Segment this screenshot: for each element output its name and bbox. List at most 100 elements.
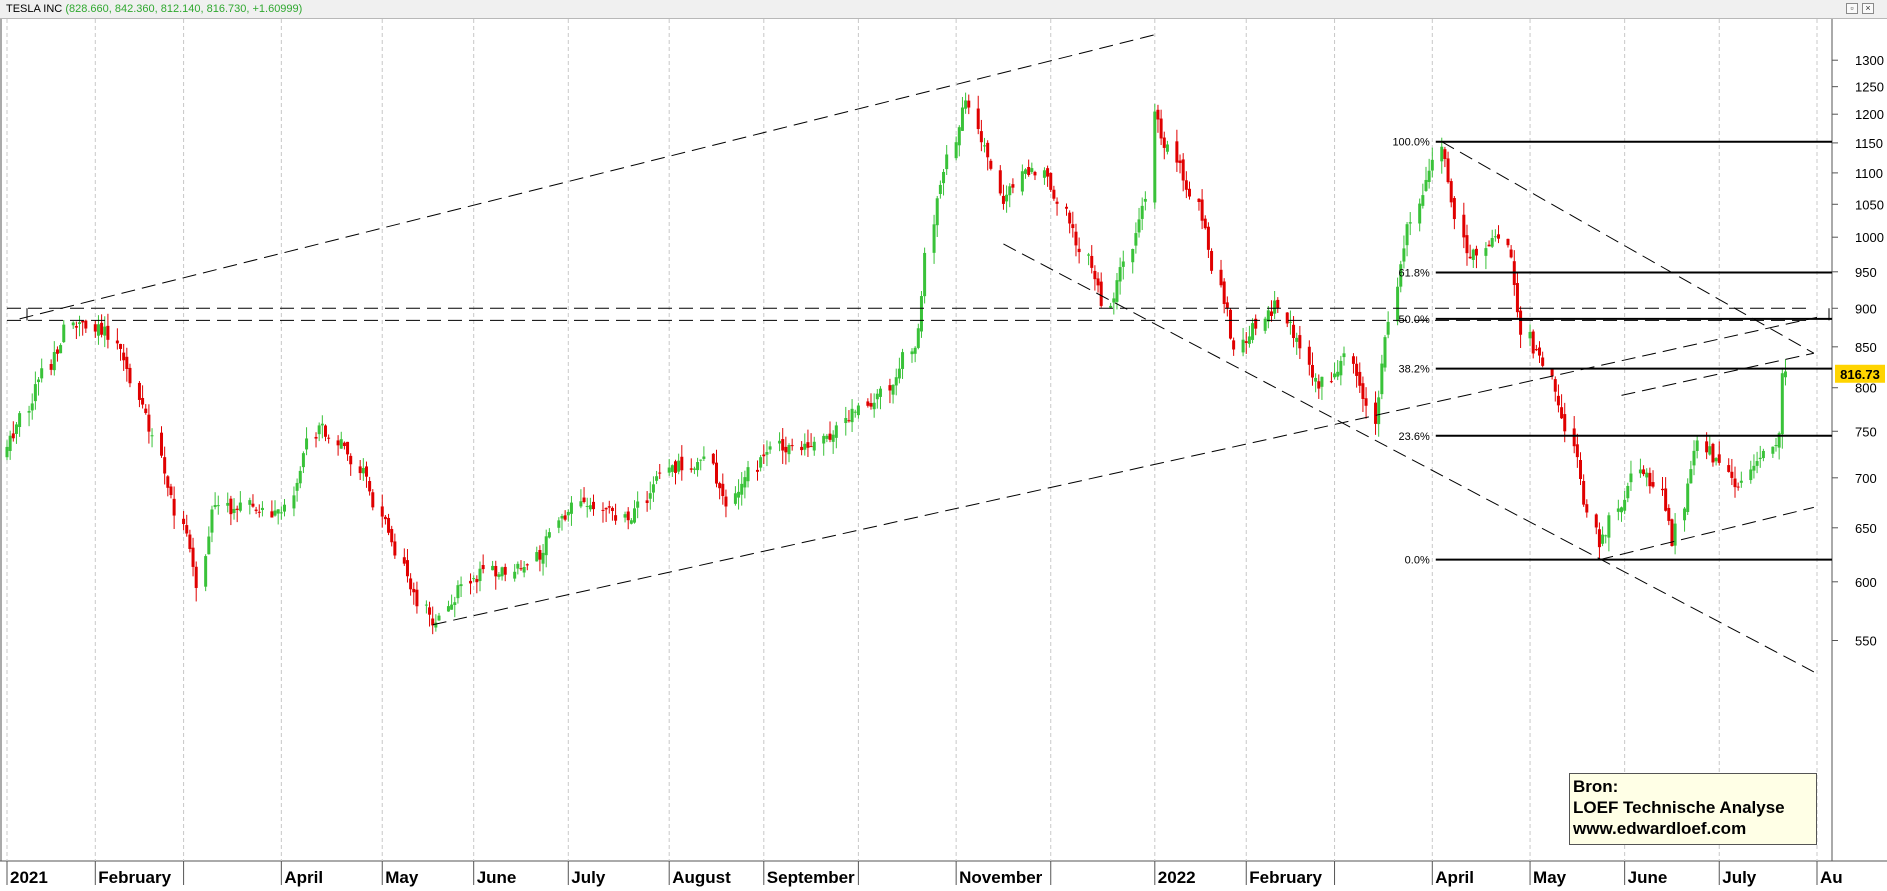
- candle-up: [901, 352, 905, 369]
- candle-up: [803, 443, 807, 450]
- candle-down: [144, 408, 148, 414]
- candle-down: [658, 472, 662, 474]
- y-tick-label: 1100: [1855, 166, 1883, 181]
- x-tick-label: Au: [1820, 868, 1843, 887]
- candle-down: [563, 515, 567, 520]
- candle-up: [872, 402, 876, 410]
- candle-up: [1774, 445, 1778, 447]
- trendline: [19, 34, 1155, 320]
- candle-down: [169, 486, 173, 496]
- x-tick-label: February: [1249, 868, 1322, 887]
- candle-up: [894, 377, 898, 386]
- x-tick-label: July: [1722, 868, 1757, 887]
- candle-down: [49, 364, 53, 370]
- x-tick-label: September: [767, 868, 855, 887]
- candle-up: [1140, 205, 1144, 219]
- candle-up: [670, 465, 674, 472]
- candle-up: [339, 439, 343, 449]
- candle-down: [1197, 198, 1201, 203]
- candle-down: [1538, 347, 1542, 356]
- candle-up: [52, 352, 56, 371]
- plot-background: [0, 19, 1887, 891]
- close-window-button[interactable]: ×: [1862, 3, 1874, 14]
- candle-up: [522, 567, 526, 573]
- candle-up: [238, 502, 242, 511]
- candle-down: [346, 441, 350, 455]
- source-url[interactable]: www.edwardloef.com: [1573, 819, 1747, 838]
- candle-up: [301, 453, 305, 468]
- candle-up: [1761, 450, 1765, 459]
- candle-up: [585, 505, 589, 507]
- candle-down: [235, 508, 239, 510]
- candle-up: [1109, 305, 1113, 308]
- candle-down: [1572, 428, 1576, 447]
- candle-down: [680, 456, 684, 471]
- candle-up: [942, 171, 946, 184]
- candle-down: [1497, 234, 1501, 239]
- candle-up: [282, 504, 286, 512]
- candle-down: [1531, 331, 1535, 354]
- candle-up: [1266, 310, 1270, 322]
- x-tick-label: 2022: [1158, 868, 1196, 887]
- candle-up: [62, 324, 66, 343]
- candle-up: [1626, 485, 1630, 499]
- candle-down: [1733, 478, 1737, 488]
- trendline: [1621, 352, 1814, 396]
- candle-up: [935, 198, 939, 226]
- candle-up: [541, 552, 545, 564]
- candle-down: [147, 414, 151, 432]
- candle-down: [342, 442, 346, 447]
- candle-down: [191, 547, 195, 567]
- candle-down: [1579, 459, 1583, 480]
- candle-up: [733, 493, 737, 504]
- candle-up: [1692, 450, 1696, 466]
- candle-down: [1184, 180, 1188, 190]
- candle-up: [103, 326, 107, 336]
- candle-up: [1396, 286, 1400, 322]
- candle-up: [1087, 254, 1091, 256]
- candle-down: [1001, 195, 1005, 204]
- candle-up: [491, 565, 495, 571]
- candle-up: [1471, 249, 1475, 260]
- candle-down: [1585, 504, 1589, 513]
- x-tick-label: June: [477, 868, 517, 887]
- candle-down: [503, 566, 507, 575]
- candle-up: [1493, 236, 1497, 238]
- candle-down: [626, 511, 630, 521]
- x-tick-label: April: [284, 868, 323, 887]
- candle-down: [115, 340, 119, 344]
- candle-down: [1452, 198, 1456, 220]
- candle-down: [349, 455, 353, 465]
- candle-down: [1509, 249, 1513, 258]
- candle-down: [607, 506, 611, 508]
- candle-down: [1534, 349, 1538, 351]
- candle-down: [1232, 340, 1236, 350]
- x-tick-label: May: [385, 868, 419, 887]
- candle-up: [629, 520, 633, 524]
- candle-down: [128, 367, 132, 384]
- chart-title: TESLA INC (828.660, 842.360, 812.140, 81…: [6, 3, 302, 15]
- candle-down: [1307, 346, 1311, 365]
- candle-up: [1251, 323, 1255, 340]
- candle-down: [1550, 369, 1554, 376]
- candle-up: [273, 510, 277, 516]
- candle-down: [1156, 109, 1160, 120]
- candle-down: [1563, 414, 1567, 432]
- restore-window-button[interactable]: ▫: [1846, 3, 1858, 14]
- candle-up: [279, 512, 283, 514]
- candle-down: [1506, 238, 1510, 246]
- candle-down: [1594, 514, 1598, 528]
- candle-down: [976, 108, 980, 130]
- y-tick-label: 550: [1855, 634, 1877, 649]
- candle-up: [210, 509, 214, 533]
- candle-down: [55, 349, 59, 354]
- candle-down: [1597, 529, 1601, 548]
- fib-level-label: 61.8%: [1399, 268, 1430, 280]
- candle-down: [93, 324, 97, 332]
- candle-up: [1121, 261, 1125, 267]
- candle-up: [459, 584, 463, 587]
- candle-up: [497, 574, 501, 577]
- candle-up: [768, 446, 772, 450]
- candle-down: [160, 432, 164, 456]
